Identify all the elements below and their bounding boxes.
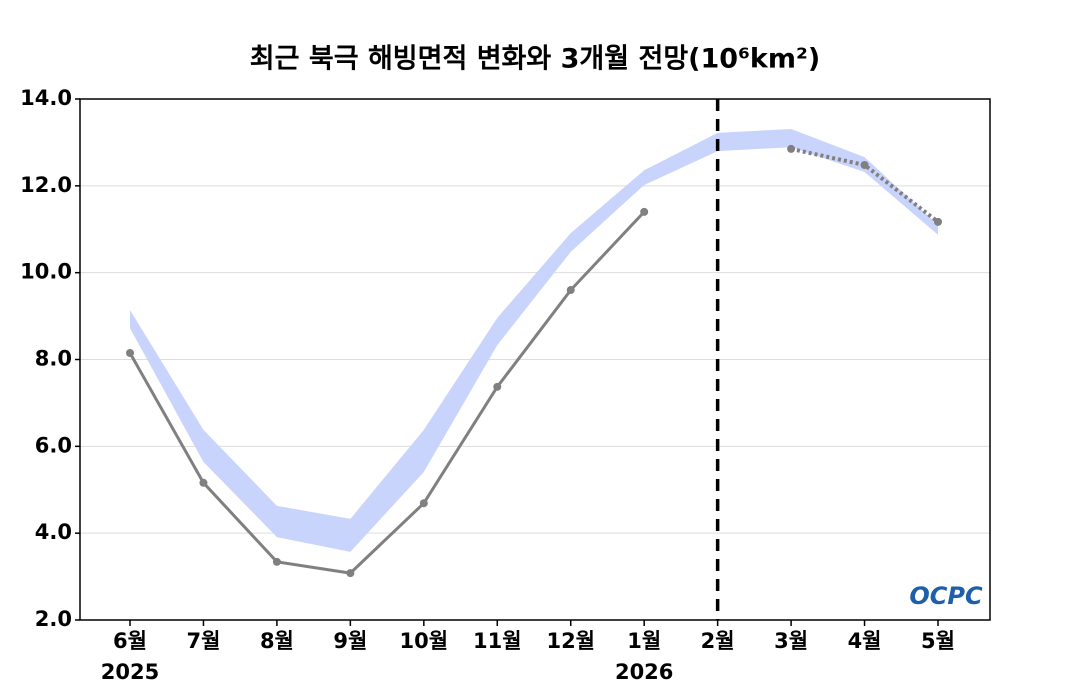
x-tick-label: 11월 <box>473 629 522 653</box>
series-point <box>640 207 649 216</box>
x-tick-label: 8월 <box>260 629 294 653</box>
series-point <box>934 217 942 226</box>
series-line <box>128 210 646 575</box>
series-point <box>126 348 134 357</box>
year-label: 2025 <box>101 660 159 684</box>
x-tick-label: 7월 <box>186 629 220 653</box>
y-tick-label: 4.0 <box>35 520 72 544</box>
x-tick-label: 12월 <box>546 629 595 653</box>
chart-title: 최근 북극 해빙면적 변화와 3개월 전망(10⁶km²) <box>250 44 820 75</box>
y-tick-label: 8.0 <box>35 347 72 371</box>
series-line <box>790 146 940 224</box>
y-tick-label: 6.0 <box>35 433 72 457</box>
series-point <box>860 160 869 169</box>
series-point <box>566 286 575 295</box>
series-point <box>272 557 281 566</box>
y-tick-label: 2.0 <box>35 607 72 631</box>
x-tick-label: 10월 <box>400 629 449 653</box>
series-point <box>346 569 355 578</box>
series-point <box>419 499 428 508</box>
x-tick-label: 4월 <box>848 629 882 653</box>
series-point <box>493 382 502 391</box>
x-tick-label: 6월 <box>113 629 147 653</box>
year-label: 2026 <box>615 660 673 684</box>
x-tick-label: 2월 <box>701 629 735 653</box>
series-point <box>787 144 796 153</box>
y-tick-label: 10.0 <box>20 260 72 284</box>
x-tick-label: 9월 <box>333 629 367 653</box>
logo: OCPC <box>909 582 983 610</box>
x-tick-label: 5월 <box>921 629 955 653</box>
x-tick-label: 3월 <box>774 629 808 653</box>
series-point <box>199 478 208 487</box>
plot-frame <box>79 98 991 621</box>
x-tick-label: 1월 <box>627 629 661 653</box>
y-tick-label: 12.0 <box>20 173 72 197</box>
y-tick-label: 14.0 <box>20 86 72 110</box>
